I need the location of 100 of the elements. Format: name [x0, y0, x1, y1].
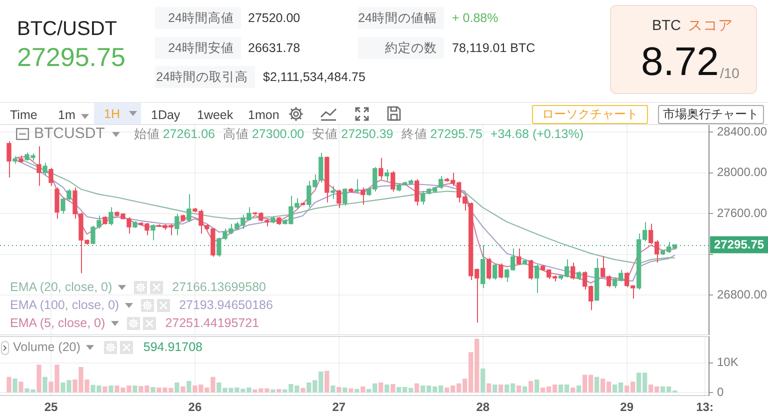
- annotation: 27300.00: [252, 126, 304, 142]
- annotation: 594.91708: [143, 340, 202, 355]
- bar: [480, 368, 486, 392]
- bar: [12, 378, 18, 392]
- bar: [186, 380, 192, 392]
- label-cell: 24時間安値: [155, 37, 241, 59]
- bar: [516, 385, 522, 392]
- x-tick-label: 29: [620, 400, 634, 414]
- y-tick-label: 28400.00: [717, 124, 768, 138]
- bar: [348, 388, 354, 392]
- bar: [528, 380, 534, 392]
- bar: [150, 386, 156, 392]
- annotation: 27193.94650186: [179, 298, 273, 312]
- annotation: 安値: [312, 126, 338, 142]
- bar: [384, 384, 390, 392]
- bar: [132, 385, 138, 392]
- chevron-right-icon[interactable]: [1, 340, 9, 354]
- text: EMA (20, close, 0): [10, 280, 112, 294]
- bar: [594, 376, 600, 392]
- bar: [180, 386, 186, 392]
- text: /10: [720, 65, 740, 82]
- text: BTC: [652, 18, 681, 35]
- text: 27520.00: [248, 11, 300, 26]
- annotation: 27295.75: [430, 126, 482, 142]
- tab[interactable]: 1H: [94, 103, 141, 124]
- graph-icon[interactable]: [320, 107, 337, 121]
- caret-down-icon[interactable]: [125, 302, 134, 308]
- button[interactable]: 市場奥行チャート: [658, 105, 764, 124]
- annotation: 27250.39: [341, 126, 394, 142]
- text: BTC/USDT: [17, 18, 117, 41]
- minus-box-icon[interactable]: [16, 128, 29, 140]
- text: 8.72: [641, 39, 719, 85]
- text: $2,111,534,484.75: [263, 70, 366, 84]
- bar: [174, 382, 180, 392]
- text: EMA (100, close, 0): [10, 298, 120, 312]
- annotation: 始値: [134, 126, 160, 142]
- bar: [324, 370, 330, 392]
- bar: [534, 380, 540, 392]
- bar: [300, 388, 306, 392]
- text: 1mon: [248, 108, 280, 122]
- bar: [570, 388, 576, 392]
- text: 26631.78: [248, 41, 300, 56]
- text: 1week: [197, 108, 234, 122]
- x-tick-label: 25: [44, 400, 58, 414]
- bar: [336, 386, 342, 392]
- label-cell: 24時間の値幅: [358, 7, 444, 29]
- annotation: 終値: [401, 126, 428, 142]
- x-tick-label: 13:: [696, 400, 714, 414]
- ref-line-label: 27295.75: [714, 238, 764, 252]
- text: 1m: [58, 108, 76, 122]
- bar: [360, 386, 366, 392]
- caret-down-icon[interactable]: [118, 284, 126, 290]
- label-cell: 24時間高値: [155, 7, 241, 29]
- y-tick-label: 10K: [717, 355, 738, 370]
- caret-down-icon[interactable]: [128, 111, 137, 116]
- bar: [270, 389, 276, 392]
- bar: [18, 382, 24, 392]
- bar: [102, 386, 108, 392]
- annotation: 27261.06: [162, 126, 215, 142]
- annotation: 27251.44195721: [165, 316, 260, 330]
- annotation: +34.68 (+0.13%): [490, 126, 584, 142]
- caret-down-icon[interactable]: [81, 114, 89, 119]
- bar: [108, 385, 114, 392]
- series-label: Volume (20): [13, 340, 80, 355]
- bar: [342, 388, 348, 392]
- caret-down-icon[interactable]: [111, 320, 120, 326]
- annotation: 高値: [222, 126, 249, 142]
- y-tick-label: 0: [717, 384, 724, 399]
- legend-title: BTCUSDT: [34, 125, 105, 143]
- caret-down-icon[interactable]: [112, 132, 120, 136]
- text: + 0.88%: [452, 11, 498, 26]
- bar: [486, 383, 492, 392]
- bar: [390, 384, 396, 392]
- bar: [36, 364, 42, 392]
- bar: [276, 389, 282, 392]
- bar: [576, 385, 582, 392]
- text: EMA (5, close, 0): [10, 316, 106, 330]
- text: スコア: [688, 18, 733, 35]
- x-tick-label: 27: [332, 400, 346, 414]
- text: 78,119.01 BTC: [452, 41, 536, 56]
- annotation: 27166.13699580: [172, 280, 266, 294]
- bar: [6, 376, 12, 392]
- text: 1Day: [151, 108, 180, 122]
- bar: [42, 376, 48, 392]
- y-tick-label: 28000.00: [717, 165, 768, 180]
- y-tick-label: 27600.00: [717, 206, 768, 220]
- expand-icon[interactable]: [355, 107, 369, 121]
- bar: [492, 384, 498, 392]
- text: Time: [10, 108, 38, 122]
- save-icon[interactable]: [387, 106, 401, 121]
- label-cell: 24時間の取引高: [155, 66, 255, 88]
- bar: [498, 384, 504, 392]
- settings-icon[interactable]: [288, 106, 304, 122]
- x-tick-label: 28: [476, 400, 490, 414]
- caret-down-icon[interactable]: [86, 345, 94, 350]
- x-tick-label: 26: [188, 400, 202, 414]
- bar: [414, 383, 420, 392]
- bar: [378, 382, 384, 392]
- button[interactable]: ローソクチャート: [532, 105, 648, 124]
- y-tick-label: 26800.00: [717, 288, 768, 302]
